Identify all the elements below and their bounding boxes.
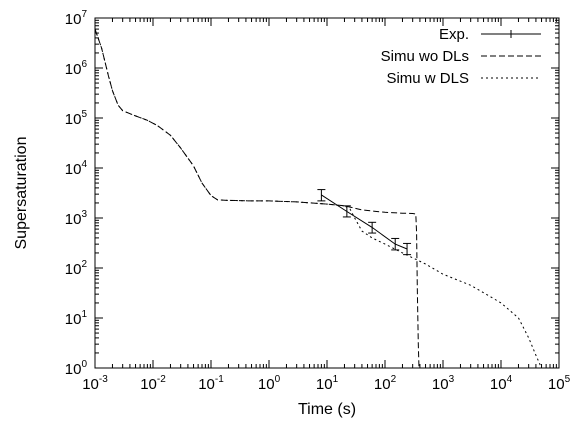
y-tick-label: 102 <box>65 259 88 278</box>
y-tick-label: 107 <box>65 9 88 28</box>
x-tick-labels: 10-3 10-2 10-1 100 101 102 103 104 105 <box>82 374 570 393</box>
y-tick-labels: 100 101 102 103 104 105 106 107 <box>65 9 88 378</box>
y-tick-label: 101 <box>65 309 88 328</box>
y-axis-title: Supersaturation <box>13 137 30 250</box>
x-tick-label: 10-2 <box>140 374 166 393</box>
x-tick-label: 10-1 <box>198 374 224 393</box>
x-tick-label: 101 <box>316 374 339 393</box>
legend-label: Exp. <box>439 26 469 43</box>
exp-data-point <box>368 221 377 234</box>
legend-label: Simu wo DLs <box>381 48 469 65</box>
y-tick-label: 103 <box>65 209 88 228</box>
x-tick-label: 103 <box>432 374 455 393</box>
y-tick-label: 104 <box>65 159 88 178</box>
legend: Exp. Simu wo DLs Simu w DLS <box>381 26 541 87</box>
series-layer <box>95 28 542 368</box>
x-tick-label: 100 <box>258 374 281 393</box>
x-tick-label: 10-3 <box>82 374 108 393</box>
y-tick-label: 105 <box>65 109 88 128</box>
y-tick-label: 106 <box>65 59 88 78</box>
series-line-dotted <box>95 28 542 368</box>
plot-area <box>94 17 560 369</box>
x-tick-label: 104 <box>490 374 513 393</box>
axis-ticks <box>94 17 560 369</box>
exp-data-point <box>317 189 326 202</box>
x-tick-label: 105 <box>548 374 571 393</box>
y-tick-label: 100 <box>65 359 88 378</box>
x-axis-title: Time (s) <box>298 401 356 418</box>
legend-label: Simu w DLS <box>386 70 469 87</box>
x-tick-label: 102 <box>374 374 397 393</box>
exp-data-point <box>391 237 400 251</box>
